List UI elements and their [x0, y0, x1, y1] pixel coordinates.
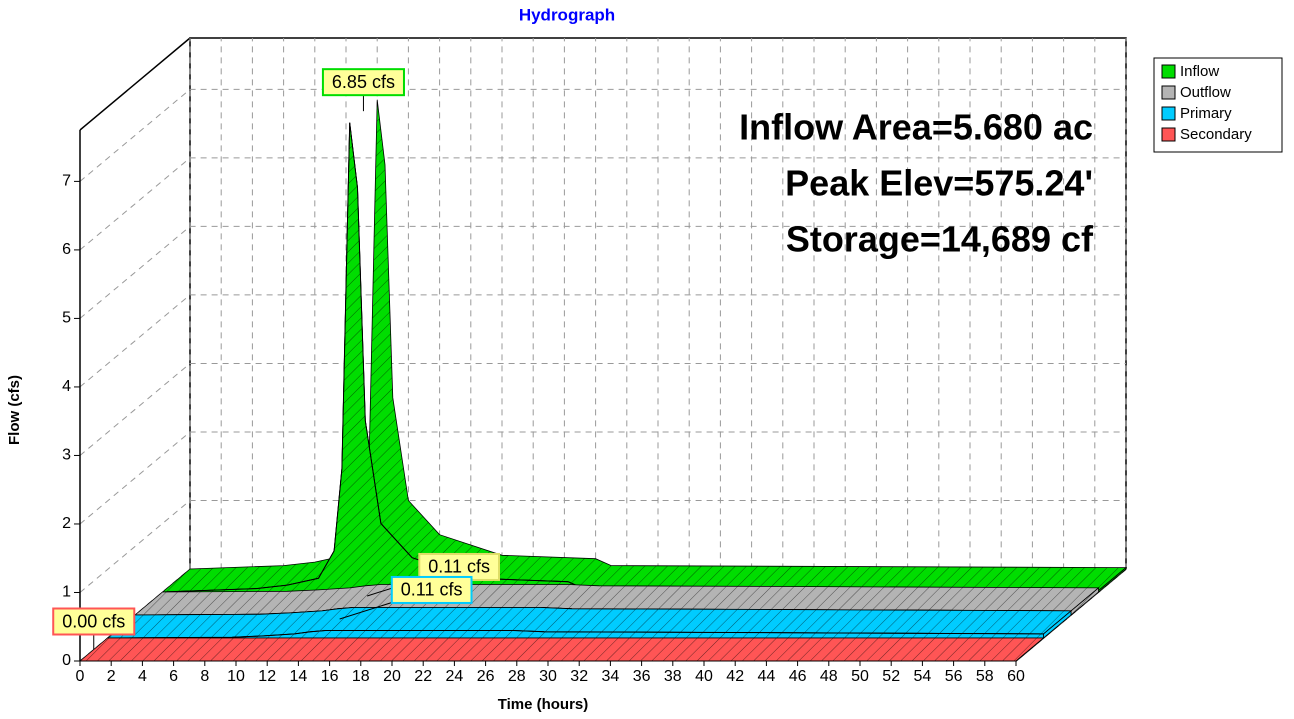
peak-label-box [390, 575, 473, 604]
x-tick-label: 30 [539, 668, 557, 685]
x-tick-label: 32 [570, 668, 588, 685]
peak-label-box [418, 552, 501, 581]
peak-label: 0.11 cfs [428, 557, 490, 577]
annotation: Storage=14,689 cf [786, 219, 1094, 260]
annotation: Inflow Area=5.680 ac [739, 107, 1093, 148]
ribbon-end-hatch [1043, 610, 1071, 638]
legend-label: Secondary [1180, 126, 1252, 143]
x-tick-label: 22 [414, 668, 432, 685]
x-axis-label: Time (hours) [498, 696, 589, 713]
series-line [162, 122, 1099, 593]
x-tick-label: 20 [383, 668, 401, 685]
legend-swatch [1161, 64, 1176, 79]
series-ribbon [161, 99, 1128, 593]
x-tick-label: 44 [758, 668, 776, 685]
x-tick-label: 18 [352, 668, 370, 685]
x-tick-label: 16 [321, 668, 339, 685]
x-tick-label: 38 [664, 668, 682, 685]
y-tick-label: 7 [62, 173, 71, 190]
x-tick-label: 40 [695, 668, 713, 685]
annotation: Peak Elev=575.24' [785, 163, 1093, 204]
x-tick-label: 50 [851, 668, 869, 685]
series-ribbon [106, 607, 1073, 639]
ribbon-top-hatch [162, 99, 1126, 592]
peak-label-box [52, 607, 136, 636]
x-tick-label: 14 [290, 668, 308, 685]
grid-line [79, 294, 1126, 388]
legend-swatch [1161, 127, 1176, 142]
x-tick-label: 28 [508, 668, 526, 685]
depth-edge [79, 37, 191, 131]
x-tick-label: 4 [138, 668, 147, 685]
ribbon-end-hatch [1071, 587, 1099, 615]
grid-line [79, 431, 1126, 525]
series-ribbon [78, 637, 1045, 662]
x-tick-label: 46 [789, 668, 807, 685]
x-tick-label: 12 [258, 668, 276, 685]
y-tick-label: 5 [62, 310, 71, 327]
y-tick-label: 1 [62, 584, 71, 601]
x-tick-label: 24 [446, 668, 464, 685]
x-tick-label: 8 [200, 668, 209, 685]
x-tick-label: 56 [945, 668, 963, 685]
x-tick-label: 42 [726, 668, 744, 685]
chart-title: Hydrograph [519, 5, 615, 24]
grid-line [110, 38, 222, 662]
grid-line [79, 88, 1126, 182]
legend-swatch [1161, 106, 1176, 121]
legend-label: Primary [1180, 105, 1232, 122]
ribbon-top-hatch [80, 638, 1044, 661]
legend-label: Outflow [1180, 84, 1231, 101]
y-axis-label: Flow (cfs) [6, 375, 23, 445]
grid-line [79, 38, 191, 662]
y-tick-label: 2 [62, 515, 71, 532]
x-tick-label: 26 [477, 668, 495, 685]
x-tick-label: 58 [976, 668, 994, 685]
x-tick-label: 52 [882, 668, 900, 685]
peak-label: 0.11 cfs [401, 580, 463, 600]
x-tick-label: 0 [76, 668, 85, 685]
y-tick-label: 0 [62, 652, 71, 669]
x-tick-label: 6 [169, 668, 178, 685]
ribbon-front-hatch [162, 122, 1099, 592]
x-tick-label: 54 [914, 668, 932, 685]
series-line [107, 630, 1044, 639]
x-tick-label: 34 [602, 668, 620, 685]
x-tick-label: 2 [107, 668, 116, 685]
x-tick-label: 60 [1007, 668, 1025, 685]
y-tick-label: 3 [62, 447, 71, 464]
y-tick-label: 4 [62, 378, 71, 395]
legend-swatch [1161, 85, 1176, 100]
ribbon-end-hatch [1098, 567, 1126, 592]
peak-label: 0.00 cfs [62, 611, 125, 631]
peak-label-box [321, 68, 405, 97]
legend-label: Inflow [1180, 63, 1219, 80]
peak-label: 6.85 cfs [332, 72, 395, 92]
x-tick-label: 36 [633, 668, 651, 685]
ribbon-front-hatch [107, 630, 1044, 638]
x-tick-label: 10 [227, 668, 245, 685]
x-tick-label: 48 [820, 668, 838, 685]
grid-line [79, 363, 1126, 456]
y-tick-label: 6 [62, 241, 71, 258]
